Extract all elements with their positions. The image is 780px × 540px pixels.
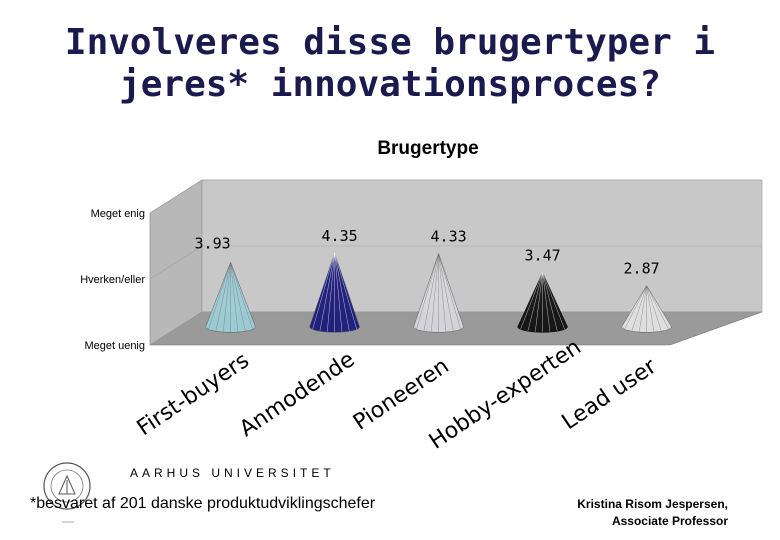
cone-rib [319,253,335,331]
cone-rib [230,262,253,330]
data-label: 2.87 [624,260,660,278]
cone-rib [327,253,335,332]
cone-rib [646,285,655,332]
cone-rib [431,253,439,332]
data-label: 3.47 [525,247,561,265]
cone-rib [646,285,669,330]
y-tick-label: Meget enig [91,208,145,220]
cone-rib [631,285,647,331]
cone-rib [438,253,454,331]
cone-chart: Meget enig Hverken/eller Meget uenig 3.93 4… [80,179,763,450]
cone-rib [520,272,543,330]
cone-rib [416,253,439,330]
cone-rib [334,253,357,330]
footnote: *besvaret af 201 danske produktudvikling… [30,495,376,512]
slide-title-line2: jeres* innovationsproces? [119,64,661,105]
cone-rib [542,272,551,332]
cone-1 [309,252,360,333]
cone-3 [517,271,568,333]
cone-rib [230,262,239,332]
data-label: 4.33 [431,228,467,246]
cone-rib [223,262,231,332]
cone-rib [208,262,231,330]
cone-rib [527,272,543,331]
gridline-side [149,311,203,346]
slide-title-line1: Involveres disse brugertyper i [64,22,716,63]
cone-rib [542,272,565,330]
x-axis-labels: First-buyersAnmodendePioneerenHobby-expe… [133,335,662,450]
data-label: 3.93 [195,234,231,252]
x-tick-label: Anmodende [235,347,359,442]
x-tick-label: Pioneeren [349,354,454,436]
gridline-side [149,179,203,214]
gridline-side [149,245,203,280]
author-block: Kristina Risom Jespersen, Associate Prof… [577,496,728,530]
x-tick-label: Lead user [558,354,662,436]
cone-0 [205,261,256,333]
slide-title: Involveres disse brugertyper i jeres* in… [0,22,780,106]
cone-rib [334,253,343,332]
cone-rib [215,262,231,331]
cone-rib [639,285,647,332]
cone-rib [334,253,350,331]
chart-title: Brugertype [377,138,479,159]
data-labels: 3.93 4.35 4.33 3.47 2.87 [195,227,660,278]
cone-rib [624,285,647,330]
y-tick-label: Meget uenig [84,340,145,352]
university-name: AARHUS UNIVERSITET [130,466,335,480]
cone-rib [438,253,447,332]
university-seal-icon [43,462,91,523]
cone-rib [438,253,461,330]
y-axis: Meget enig Hverken/eller Meget uenig [80,179,762,352]
cone-rib [646,285,662,331]
cone-rib [312,253,335,330]
cone-rib [542,272,558,331]
author-name: Kristina Risom Jespersen, [577,497,728,511]
y-tick-label: Hverken/eller [80,274,145,286]
cone-series [205,252,672,333]
cone-rib [230,262,246,331]
x-tick-label: Hobby-experten [425,335,586,450]
cone-rib [535,272,543,332]
x-tick-label: First-buyers [133,348,254,441]
cone-4 [621,285,672,333]
cone-2 [413,252,464,333]
cone-rib [423,253,439,331]
author-title: Associate Professor [611,514,728,528]
data-label: 4.35 [322,227,358,245]
